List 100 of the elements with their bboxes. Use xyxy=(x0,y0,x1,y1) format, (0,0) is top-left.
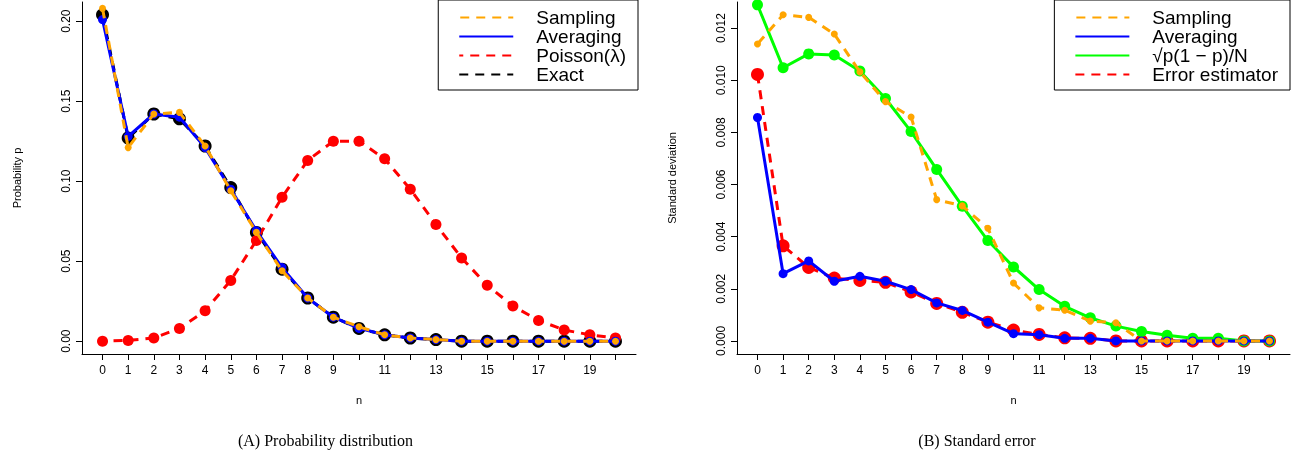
point xyxy=(558,324,570,336)
x-tick-label: 1 xyxy=(124,363,132,377)
x-axis-title: n xyxy=(355,393,363,406)
y-tick-label: 0.20 xyxy=(59,9,73,33)
x-tick-label: 15 xyxy=(480,363,495,377)
point xyxy=(778,269,788,279)
point xyxy=(276,191,288,203)
point xyxy=(906,285,916,295)
point xyxy=(124,144,132,152)
legend-label: Exact xyxy=(536,64,585,85)
x-tick-label: 13 xyxy=(1083,363,1098,377)
x-axis-title: n xyxy=(1010,393,1017,406)
point xyxy=(379,153,391,165)
y-tick-label: 0.15 xyxy=(59,89,73,113)
x-tick-label: 2 xyxy=(805,363,813,377)
point xyxy=(533,314,545,326)
y-tick-label: 0.002 xyxy=(714,273,728,304)
text: (B) Standard error xyxy=(918,431,1037,450)
x-tick-label: 9 xyxy=(330,363,338,377)
point xyxy=(753,40,761,48)
point xyxy=(804,256,814,266)
y-tick-label: 0.012 xyxy=(714,12,728,44)
point xyxy=(481,279,493,291)
point xyxy=(404,183,416,195)
y-tick-label: 0.10 xyxy=(59,169,73,193)
point xyxy=(931,163,943,175)
point xyxy=(225,274,237,286)
x-tick-label: 2 xyxy=(150,363,158,377)
point xyxy=(507,300,519,312)
point xyxy=(1136,326,1148,338)
point xyxy=(199,305,211,317)
point xyxy=(353,135,365,147)
y-tick-label: 0.006 xyxy=(714,169,728,200)
point xyxy=(1009,329,1018,339)
point xyxy=(957,305,967,315)
x-tick-label: 19 xyxy=(583,363,597,377)
point xyxy=(751,0,763,11)
x-tick-label: 8 xyxy=(958,363,966,377)
x-tick-label: 11 xyxy=(1032,363,1046,377)
x-tick-label: 5 xyxy=(227,363,235,377)
legend-label: Sampling xyxy=(536,7,616,28)
point xyxy=(777,62,789,74)
x-tick-label: 0 xyxy=(754,363,762,377)
point xyxy=(984,224,992,232)
point xyxy=(803,48,815,60)
point xyxy=(302,154,314,166)
point xyxy=(779,11,787,19)
point xyxy=(1086,317,1094,325)
x-tick-label: 17 xyxy=(1186,363,1200,377)
y-tick-label: 0.00 xyxy=(59,329,73,353)
x-tick-label: 6 xyxy=(253,363,261,377)
x-tick-label: 3 xyxy=(830,363,838,377)
point xyxy=(750,67,764,81)
x-tick-label: 9 xyxy=(984,363,992,377)
y-axis-title: Probability p xyxy=(10,147,23,209)
x-tick-label: 6 xyxy=(907,363,915,377)
point xyxy=(1112,319,1120,327)
y-axis-title: Standard deviation xyxy=(665,132,678,224)
point xyxy=(456,252,468,264)
point xyxy=(327,135,339,147)
x-tick-label: 0 xyxy=(99,363,107,377)
point xyxy=(430,218,442,230)
point xyxy=(1035,304,1043,312)
point xyxy=(1010,279,1017,287)
x-tick-label: 15 xyxy=(1134,363,1149,377)
y-tick-label: 0.008 xyxy=(714,117,728,148)
point xyxy=(1033,284,1045,296)
point xyxy=(905,126,917,138)
point xyxy=(99,4,107,12)
point xyxy=(982,235,994,247)
point xyxy=(933,196,941,204)
y-tick-label: 0.000 xyxy=(714,325,728,356)
point xyxy=(173,322,185,334)
x-tick-label: 17 xyxy=(531,363,546,377)
x-tick-label: 19 xyxy=(1237,363,1251,377)
point xyxy=(97,335,109,347)
point xyxy=(855,271,865,281)
point xyxy=(1008,261,1019,273)
text: (A) Probability distribution xyxy=(237,431,414,450)
x-tick-label: 4 xyxy=(856,363,864,377)
x-tick-label: 13 xyxy=(429,363,443,377)
y-tick-label: 0.05 xyxy=(59,249,73,273)
legend-label: Sampling xyxy=(1152,7,1232,28)
point xyxy=(122,334,134,346)
y-tick-label: 0.004 xyxy=(714,221,728,252)
x-tick-label: 5 xyxy=(882,363,890,377)
x-tick-label: 7 xyxy=(278,363,286,377)
y-tick-label: 0.010 xyxy=(714,64,728,96)
x-tick-label: 8 xyxy=(304,363,312,377)
point xyxy=(805,13,813,21)
x-tick-label: 3 xyxy=(176,363,184,377)
x-tick-label: 7 xyxy=(933,363,941,377)
x-tick-label: 4 xyxy=(201,363,209,377)
point xyxy=(882,98,889,106)
point xyxy=(175,108,183,116)
x-tick-label: 1 xyxy=(779,363,787,377)
point xyxy=(828,49,840,61)
x-tick-label: 11 xyxy=(378,363,392,377)
point xyxy=(752,113,762,123)
point xyxy=(829,276,839,286)
